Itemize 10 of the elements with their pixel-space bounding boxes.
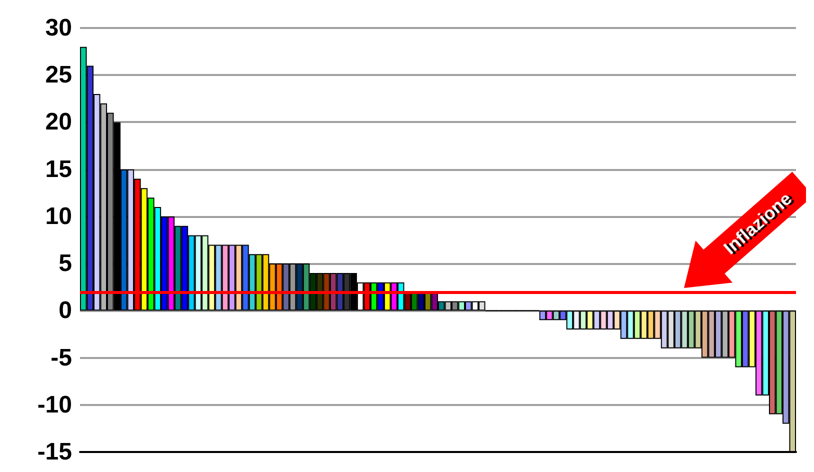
y-tick-label: -15 [37, 438, 72, 466]
y-tick-label: 10 [45, 202, 72, 230]
y-tick-label: 15 [45, 156, 72, 183]
y-tick-label: 20 [45, 108, 72, 136]
y-tick-label: 5 [58, 250, 72, 278]
y-tick-label: 25 [45, 62, 72, 89]
y-tick-label: -10 [37, 391, 72, 418]
y-tick-label: 30 [45, 14, 72, 42]
y-tick-label: 0 [58, 297, 72, 324]
y-tick-label: -5 [50, 344, 72, 372]
